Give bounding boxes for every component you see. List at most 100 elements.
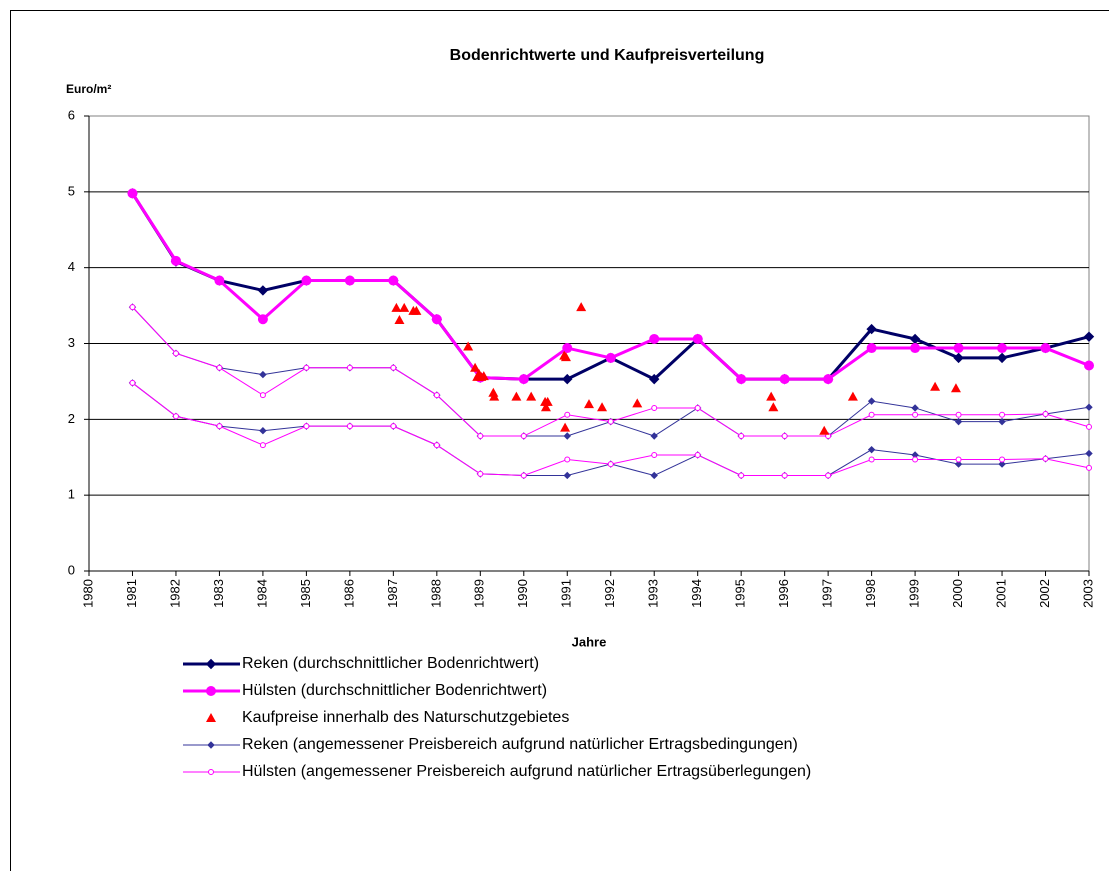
- y-axis-label: Euro/m²: [66, 82, 111, 96]
- point: [779, 374, 790, 385]
- legend-label: Reken (angemessener Preisbereich aufgrun…: [242, 736, 798, 753]
- x-tick-label: 1994: [689, 579, 704, 608]
- point: [1085, 449, 1093, 458]
- point: [433, 442, 440, 449]
- point: [564, 456, 571, 463]
- point: [518, 374, 529, 385]
- legend-marker: [206, 713, 216, 722]
- point: [738, 472, 745, 479]
- legend-label: Kaufpreise innerhalb des Naturschutzgebi…: [242, 709, 569, 726]
- point: [301, 275, 312, 286]
- scatter-point: [470, 362, 481, 372]
- x-tick-label: 1986: [341, 579, 356, 608]
- point: [996, 352, 1008, 364]
- point: [1086, 423, 1092, 430]
- point: [781, 472, 788, 479]
- point: [259, 427, 267, 435]
- scatter-point: [511, 391, 522, 401]
- point: [694, 451, 701, 458]
- y-tick-label: 3: [68, 335, 75, 350]
- legend-marker: [207, 741, 215, 749]
- x-tick-label: 1998: [863, 579, 878, 608]
- x-tick-label: 1990: [515, 579, 530, 608]
- legend-label: Hülsten (durchschnittlicher Bodenrichtwe…: [242, 682, 547, 699]
- point: [129, 304, 136, 311]
- point: [344, 275, 355, 286]
- x-tick-label: 1999: [907, 579, 922, 608]
- point: [954, 417, 963, 426]
- point: [912, 456, 919, 463]
- point: [781, 433, 788, 440]
- point: [257, 314, 268, 325]
- point: [998, 417, 1006, 426]
- point: [868, 411, 875, 418]
- x-tick-label: 1992: [602, 579, 617, 608]
- scatter-point: [399, 302, 410, 312]
- point: [911, 404, 919, 412]
- point: [999, 411, 1006, 418]
- point: [562, 373, 573, 385]
- point: [170, 255, 181, 266]
- point: [520, 433, 527, 440]
- point: [433, 392, 440, 399]
- scatter-point: [542, 396, 553, 406]
- point: [738, 433, 745, 440]
- scatter-point: [489, 391, 500, 401]
- point: [1040, 343, 1051, 354]
- x-tick-label: 1984: [254, 579, 269, 608]
- x-tick-label: 1981: [124, 579, 139, 608]
- point: [1084, 360, 1094, 371]
- x-tick-label: 1989: [472, 579, 487, 608]
- scatter-point: [560, 422, 571, 432]
- point: [1042, 411, 1049, 418]
- legend-marker: [206, 686, 216, 696]
- chart-title: Bodenrichtwerte und Kaufpreisverteilung: [450, 47, 765, 64]
- point: [651, 451, 658, 458]
- point: [431, 314, 442, 325]
- point: [605, 352, 616, 363]
- x-tick-label: 1991: [559, 579, 574, 608]
- y-tick-label: 2: [68, 411, 75, 426]
- point: [866, 343, 877, 354]
- point: [866, 323, 877, 335]
- legend-label: Hülsten (angemessener Preisbereich aufgr…: [242, 763, 811, 780]
- x-tick-label: 1988: [428, 579, 443, 608]
- x-tick-label: 1980: [80, 579, 95, 608]
- point: [303, 364, 310, 371]
- point: [303, 423, 310, 430]
- x-tick-label: 1997: [820, 579, 835, 608]
- point: [214, 275, 225, 286]
- y-tick-label: 1: [68, 487, 75, 502]
- x-tick-label: 1987: [385, 579, 400, 608]
- point: [649, 373, 660, 385]
- point: [955, 456, 962, 463]
- scatter-point: [950, 383, 961, 393]
- x-axis-label: Jahre: [572, 634, 607, 649]
- point: [607, 461, 614, 468]
- point: [953, 352, 964, 364]
- scatter-point: [394, 314, 405, 324]
- x-tick-label: 1996: [776, 579, 791, 608]
- point: [477, 433, 484, 440]
- scatter-point: [597, 402, 608, 412]
- y-tick-label: 0: [68, 562, 75, 577]
- point: [1042, 455, 1049, 462]
- x-tick-label: 2002: [1037, 579, 1052, 608]
- point: [692, 333, 703, 344]
- scatter-point: [847, 391, 858, 401]
- point: [346, 423, 353, 430]
- scatter-point: [478, 371, 489, 381]
- point: [259, 370, 267, 379]
- point: [607, 418, 614, 425]
- point: [651, 404, 658, 411]
- point: [563, 471, 571, 480]
- legend-marker: [205, 658, 217, 670]
- point: [129, 379, 136, 386]
- point: [825, 472, 832, 479]
- scatter-point: [766, 391, 777, 401]
- point: [390, 423, 397, 430]
- scatter-point: [540, 402, 551, 412]
- point: [477, 470, 484, 477]
- point: [1085, 403, 1093, 411]
